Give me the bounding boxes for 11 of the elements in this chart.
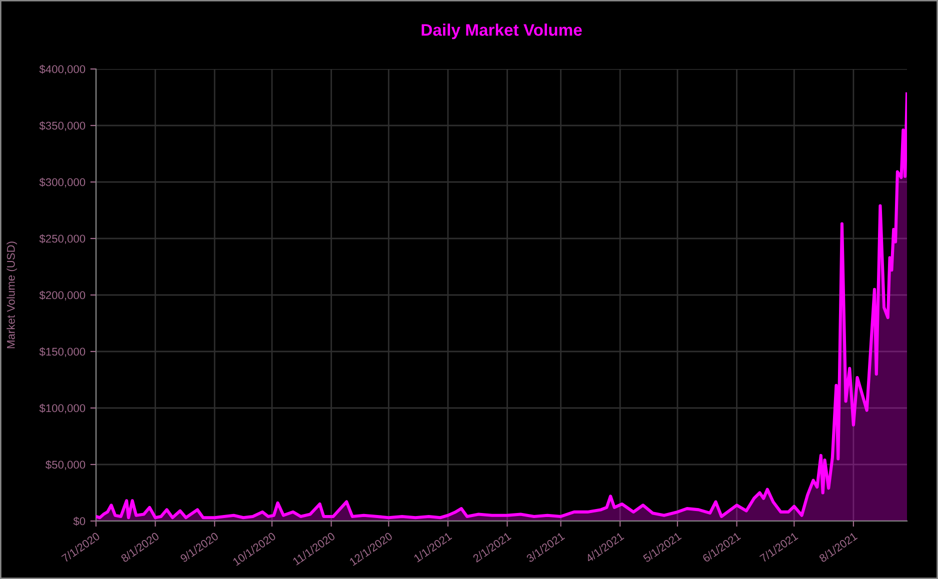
y-tick-label: $100,000 (39, 404, 86, 414)
y-tick-label: $50,000 (46, 460, 86, 470)
y-tick-label: $250,000 (39, 234, 86, 244)
y-tick-label: $150,000 (39, 347, 86, 357)
y-tick-label: $350,000 (39, 121, 86, 131)
y-tick-label: $200,000 (39, 290, 86, 300)
chart-title: Daily Market Volume (422, 24, 582, 40)
y-tick-label: $300,000 (39, 178, 86, 188)
y-axis-title: Market Volume (USD) (6, 242, 18, 348)
y-tick-label: $400,000 (39, 64, 86, 74)
y-tick-label: $0 (73, 516, 86, 526)
